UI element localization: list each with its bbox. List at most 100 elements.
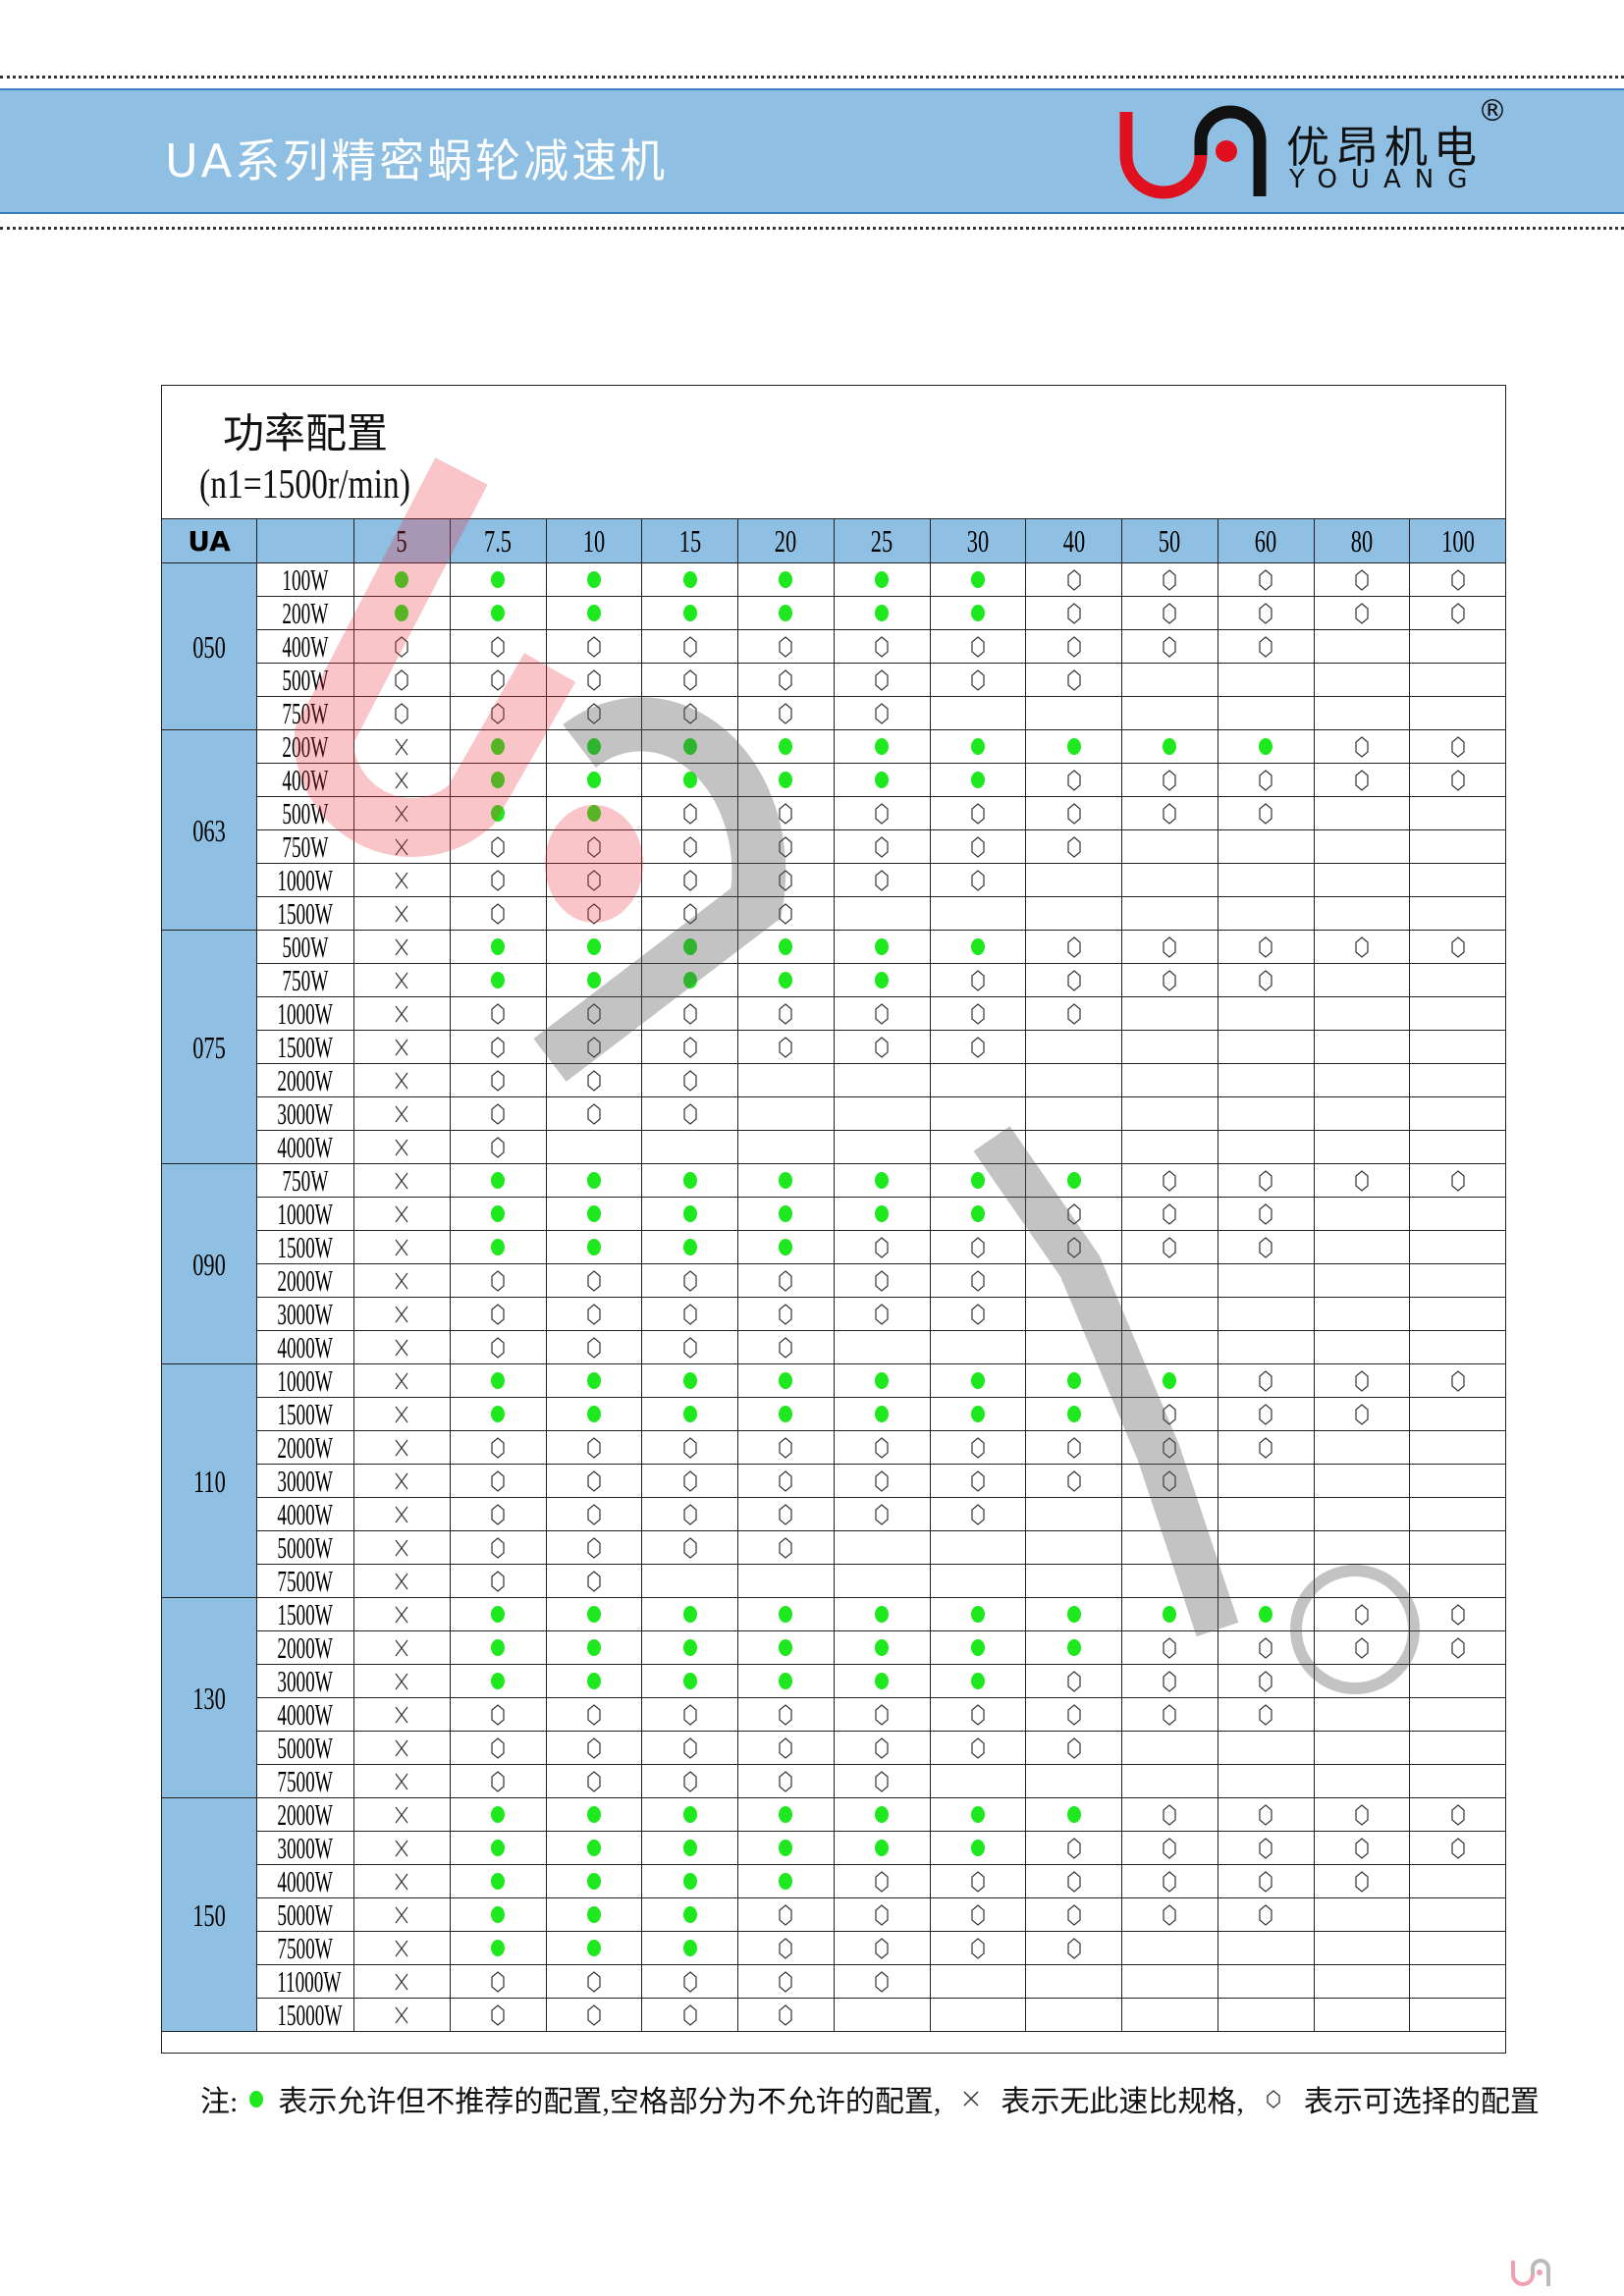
config-cell [545, 1030, 643, 1064]
config-cell [1409, 1697, 1506, 1732]
power-cell: 1500W [256, 1397, 354, 1431]
model-cell: 063 [161, 729, 257, 931]
hexagon-icon [1355, 1870, 1369, 1893]
ratio-label: 40 [1062, 523, 1085, 559]
hexagon-icon [971, 1002, 985, 1025]
config-cell [1313, 1731, 1411, 1765]
green-dot-icon [970, 1639, 985, 1657]
hexagon-icon [587, 1536, 601, 1559]
hexagon-icon [491, 1536, 505, 1559]
config-cell [833, 1163, 931, 1198]
config-cell [641, 1030, 738, 1064]
config-cell [1121, 763, 1218, 797]
green-dot-icon [779, 1806, 793, 1824]
hexagon-icon [1067, 1002, 1081, 1025]
config-cell [929, 1998, 1027, 2032]
power-cell: 500W [256, 663, 354, 697]
green-dot-icon [491, 571, 506, 589]
green-dot-icon [875, 972, 890, 989]
config-cell [833, 1330, 931, 1364]
config-cell [1121, 1030, 1218, 1064]
green-dot-icon [586, 1239, 601, 1256]
config-cell [1025, 1297, 1122, 1331]
model-cell: 150 [161, 1797, 257, 2032]
hexagon-icon [1451, 568, 1465, 591]
power-cell: 7500W [256, 1764, 354, 1798]
cross-icon [395, 972, 408, 988]
cross-icon [395, 1606, 408, 1623]
power-cell: 4000W [256, 1497, 354, 1531]
config-cell [1025, 1130, 1122, 1164]
cross-icon [395, 1639, 408, 1656]
config-cell [1313, 1330, 1411, 1364]
config-cell [1121, 1063, 1218, 1097]
hexagon-icon [1163, 1403, 1176, 1425]
config-cell [1217, 1263, 1315, 1298]
hexagon-icon [779, 835, 792, 858]
hexagon-icon [1067, 568, 1081, 591]
power-cell: 500W [256, 796, 354, 830]
green-dot-icon [682, 738, 697, 756]
power-cell: 2000W [256, 1797, 354, 1832]
hexagon-icon [683, 1536, 697, 1559]
config-cell [641, 763, 738, 797]
config-cell [1121, 996, 1218, 1031]
hexagon-icon [971, 1503, 985, 1525]
config-cell [1217, 1764, 1315, 1798]
config-cell [1121, 1330, 1218, 1364]
config-cell [929, 996, 1027, 1031]
green-dot-icon [779, 1639, 793, 1657]
config-cell [1217, 1497, 1315, 1531]
config-cell [737, 1530, 835, 1565]
table-row: 15000W [162, 1998, 1506, 2032]
config-cell [1409, 1630, 1506, 1665]
power-label: 1500W [277, 896, 334, 931]
config-cell [737, 1564, 835, 1598]
config-cell [929, 1163, 1027, 1198]
config-cell [641, 696, 738, 730]
config-cell [1313, 562, 1411, 597]
config-cell [737, 1864, 835, 1898]
power-label: 5000W [277, 1731, 334, 1765]
config-cell [449, 1731, 547, 1765]
green-dot-icon [970, 738, 985, 756]
hexagon-icon [1355, 935, 1369, 958]
green-dot-icon [586, 972, 601, 989]
power-label: 4000W [277, 1697, 334, 1732]
power-cell: 4000W [256, 1697, 354, 1732]
config-cell [1313, 1964, 1411, 1999]
config-cell [929, 796, 1027, 830]
power-cell: 1500W [256, 1230, 354, 1264]
table-row: 3000W [162, 1096, 1506, 1131]
config-cell [449, 1464, 547, 1498]
power-cell: 2000W [256, 1630, 354, 1665]
config-cell [449, 629, 547, 664]
config-cell [1025, 1998, 1122, 2032]
hexagon-icon [1163, 1870, 1176, 1893]
config-cell [737, 1731, 835, 1765]
config-cell [1121, 1497, 1218, 1531]
table-row: 750W [162, 696, 1506, 730]
config-cell [641, 1797, 738, 1832]
table-row: 7500W [162, 1931, 1506, 1965]
config-cell [929, 1964, 1027, 1999]
hexagon-icon [971, 969, 985, 991]
config-cell [833, 1864, 931, 1898]
config-cell [545, 1831, 643, 1865]
power-cell: 200W [256, 729, 354, 764]
config-cell [737, 1831, 835, 1865]
green-dot-icon [491, 1673, 506, 1690]
config-cell [1313, 1363, 1411, 1398]
power-cell: 1000W [256, 1363, 354, 1398]
green-dot-icon [970, 938, 985, 956]
config-cell [833, 1998, 931, 2032]
config-cell [641, 1530, 738, 1565]
table-row: 110 1000W [161, 1363, 1506, 1598]
config-cell [1025, 1597, 1122, 1631]
config-cell [353, 1230, 451, 1264]
config-cell [929, 1597, 1027, 1631]
green-dot-icon [682, 972, 697, 989]
model-label: 063 [192, 812, 226, 848]
config-cell [641, 1964, 738, 1999]
hexagon-icon [875, 1770, 889, 1792]
